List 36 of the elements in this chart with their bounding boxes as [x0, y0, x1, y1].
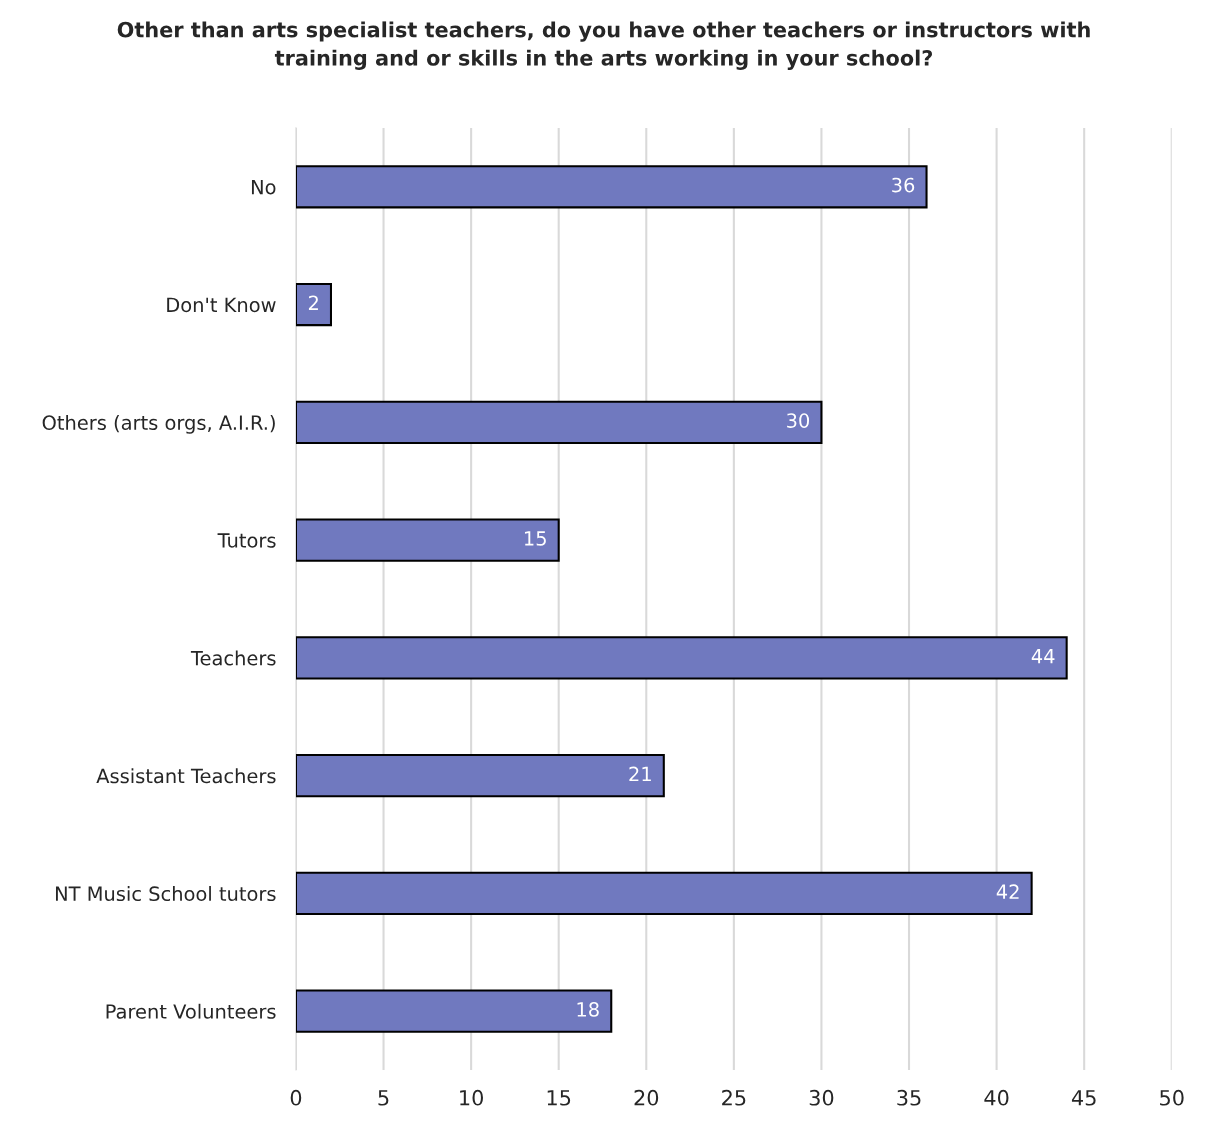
y-tick-label: Teachers	[190, 650, 276, 666]
data-label: 36	[892, 177, 915, 193]
bar	[295, 165, 928, 209]
chart-title: Other than arts specialist teachers, do you have other teachers or instructors with training and or skills in the arts working in your school?	[117, 21, 1090, 70]
y-tick-label: No	[251, 180, 276, 195]
bar	[295, 636, 1068, 680]
x-tick-label: 45	[1071, 1090, 1096, 1106]
bar	[295, 753, 665, 798]
x-tick-label: 30	[809, 1089, 834, 1106]
data-label: 44	[1031, 649, 1055, 664]
x-tick-label: 0	[290, 1089, 302, 1106]
data-label: 30	[787, 413, 810, 428]
y-tick-label: Don't Know	[167, 297, 276, 313]
x-tick-label: 20	[634, 1089, 659, 1106]
data-label: 15	[524, 531, 546, 546]
x-tick-label: 40	[984, 1089, 1009, 1106]
x-tick-label: 15	[547, 1090, 571, 1106]
bar	[295, 871, 1033, 916]
x-tick-label: 5	[378, 1090, 389, 1106]
y-tick-label: Assistant Teachers	[96, 768, 276, 784]
x-tick-label: 10	[460, 1089, 483, 1106]
x-tick-label: 35	[897, 1089, 921, 1106]
bar	[295, 400, 823, 444]
x-tick-label: 25	[722, 1089, 746, 1106]
y-tick-label: Parent Volunteers	[106, 1003, 276, 1019]
x-tick-label: 50	[1160, 1089, 1184, 1106]
bar	[295, 989, 613, 1033]
bar	[295, 282, 333, 327]
y-tick-label: Tutors	[217, 533, 276, 548]
data-label: 18	[577, 1002, 599, 1017]
bar	[295, 518, 560, 562]
data-label: 21	[629, 766, 651, 781]
data-label: 42	[996, 884, 1019, 899]
y-tick-label: NT Music School tutors	[55, 886, 276, 902]
y-tick-label: Others (arts orgs, A.I.R.)	[42, 414, 275, 434]
data-label: 2	[308, 295, 318, 310]
